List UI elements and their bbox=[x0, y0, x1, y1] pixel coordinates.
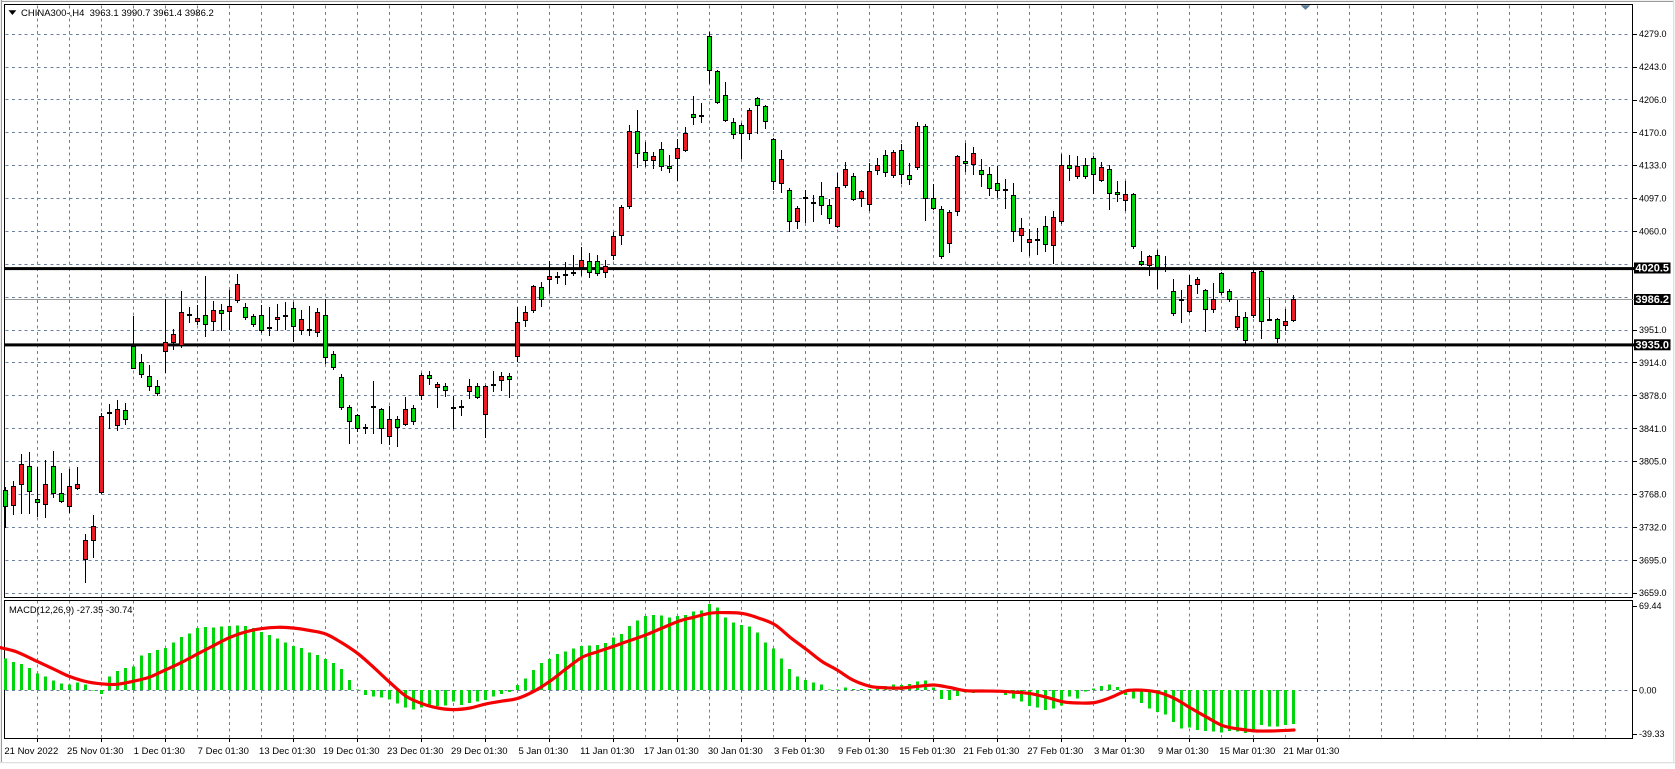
svg-text:15 Mar 01:30: 15 Mar 01:30 bbox=[1219, 746, 1275, 757]
svg-text:3878.0: 3878.0 bbox=[1639, 391, 1667, 401]
svg-text:3986.2: 3986.2 bbox=[1635, 294, 1669, 306]
svg-text:3951.0: 3951.0 bbox=[1639, 325, 1667, 335]
svg-text:3841.0: 3841.0 bbox=[1639, 424, 1667, 434]
svg-text:23 Dec 01:30: 23 Dec 01:30 bbox=[387, 746, 444, 757]
svg-text:13 Dec 01:30: 13 Dec 01:30 bbox=[259, 746, 316, 757]
svg-text:21 Nov 2022: 21 Nov 2022 bbox=[4, 746, 58, 757]
svg-text:4243.0: 4243.0 bbox=[1639, 62, 1667, 72]
svg-text:4020.5: 4020.5 bbox=[1635, 263, 1669, 275]
svg-text:3659.0: 3659.0 bbox=[1639, 588, 1667, 598]
svg-text:0.00: 0.00 bbox=[1639, 686, 1657, 696]
svg-text:1 Dec 01:30: 1 Dec 01:30 bbox=[134, 746, 185, 757]
svg-text:9 Mar 01:30: 9 Mar 01:30 bbox=[1158, 746, 1209, 757]
svg-text:4097.0: 4097.0 bbox=[1639, 194, 1667, 204]
svg-text:3695.0: 3695.0 bbox=[1639, 555, 1667, 565]
svg-text:25 Nov 01:30: 25 Nov 01:30 bbox=[67, 746, 124, 757]
svg-text:5 Jan 01:30: 5 Jan 01:30 bbox=[518, 746, 568, 757]
svg-text:27 Feb 01:30: 27 Feb 01:30 bbox=[1027, 746, 1083, 757]
svg-text:3732.0: 3732.0 bbox=[1639, 522, 1667, 532]
svg-text:4170.0: 4170.0 bbox=[1639, 128, 1667, 138]
svg-text:69.44: 69.44 bbox=[1639, 601, 1662, 611]
svg-text:11 Jan 01:30: 11 Jan 01:30 bbox=[580, 746, 634, 757]
svg-text:4206.0: 4206.0 bbox=[1639, 95, 1667, 105]
svg-text:4060.0: 4060.0 bbox=[1639, 227, 1667, 237]
svg-text:21 Mar 01:30: 21 Mar 01:30 bbox=[1283, 746, 1339, 757]
svg-text:19 Dec 01:30: 19 Dec 01:30 bbox=[323, 746, 380, 757]
svg-text:3935.0: 3935.0 bbox=[1635, 339, 1669, 351]
svg-text:-39.33: -39.33 bbox=[1639, 729, 1665, 739]
svg-text:15 Feb 01:30: 15 Feb 01:30 bbox=[899, 746, 955, 757]
svg-text:17 Jan 01:30: 17 Jan 01:30 bbox=[644, 746, 699, 757]
svg-text:30 Jan 01:30: 30 Jan 01:30 bbox=[708, 746, 763, 757]
svg-text:3768.0: 3768.0 bbox=[1639, 490, 1667, 500]
svg-text:3805.0: 3805.0 bbox=[1639, 457, 1667, 467]
svg-text:4279.0: 4279.0 bbox=[1639, 29, 1667, 39]
svg-text:3 Feb 01:30: 3 Feb 01:30 bbox=[774, 746, 825, 757]
svg-text:3 Mar 01:30: 3 Mar 01:30 bbox=[1094, 746, 1145, 757]
svg-text:MACD(12,26,9) -27.35 -30.74: MACD(12,26,9) -27.35 -30.74 bbox=[9, 604, 133, 615]
svg-text:3914.0: 3914.0 bbox=[1639, 358, 1667, 368]
svg-text:29 Dec 01:30: 29 Dec 01:30 bbox=[451, 746, 508, 757]
svg-text:CHINA300-,H4 3963.1 3990.7 39: CHINA300-,H4 3963.1 3990.7 3961.4 3986.2 bbox=[21, 8, 214, 19]
svg-text:9 Feb 01:30: 9 Feb 01:30 bbox=[838, 746, 889, 757]
svg-text:21 Feb 01:30: 21 Feb 01:30 bbox=[963, 746, 1019, 757]
svg-text:7 Dec 01:30: 7 Dec 01:30 bbox=[198, 746, 249, 757]
svg-text:4133.0: 4133.0 bbox=[1639, 161, 1667, 171]
